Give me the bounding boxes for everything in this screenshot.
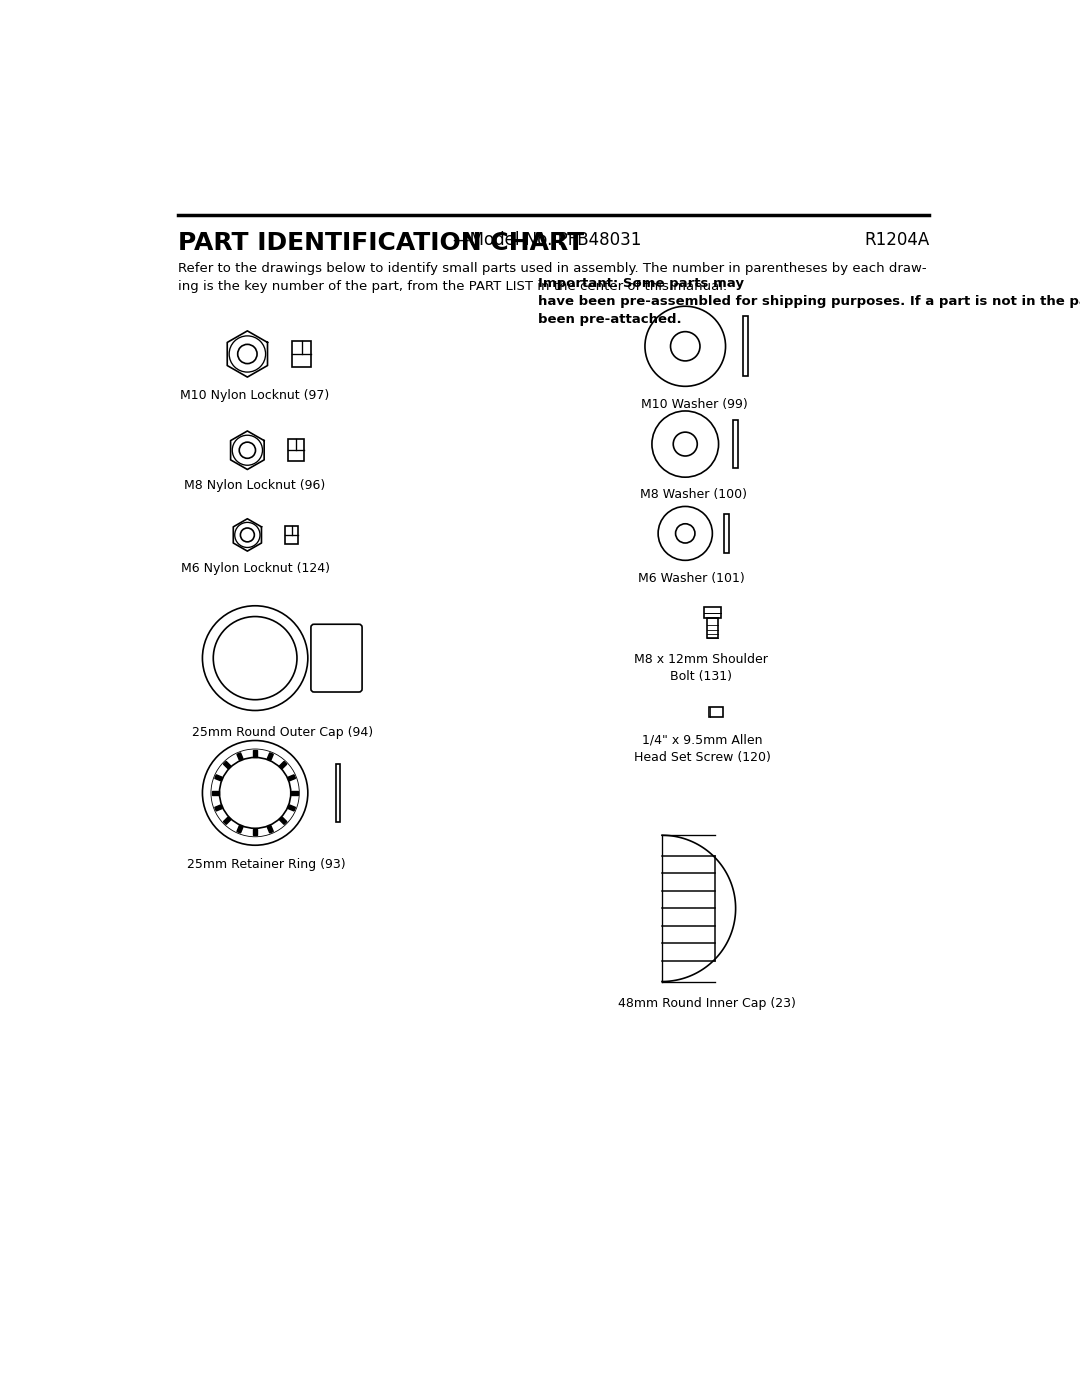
Polygon shape xyxy=(253,750,257,757)
Text: Refer to the drawings below to identify small parts used in assembly. The number: Refer to the drawings below to identify … xyxy=(177,261,927,292)
Bar xyxy=(724,514,729,553)
Polygon shape xyxy=(288,775,296,781)
Bar xyxy=(285,527,298,543)
Polygon shape xyxy=(215,775,222,781)
Text: M10 Nylon Locknut (97): M10 Nylon Locknut (97) xyxy=(180,388,329,401)
Polygon shape xyxy=(237,753,243,760)
Bar xyxy=(704,608,720,617)
Text: 48mm Round Inner Cap (23): 48mm Round Inner Cap (23) xyxy=(618,997,796,1010)
Bar xyxy=(733,420,739,468)
Text: M8 Nylon Locknut (96): M8 Nylon Locknut (96) xyxy=(185,479,326,493)
Text: M10 Washer (99): M10 Washer (99) xyxy=(642,398,748,411)
Text: PART IDENTIFICATION CHART: PART IDENTIFICATION CHART xyxy=(177,231,584,254)
Bar xyxy=(336,764,340,821)
Polygon shape xyxy=(288,805,296,810)
Bar xyxy=(288,440,303,461)
Polygon shape xyxy=(267,753,273,760)
Polygon shape xyxy=(253,828,257,835)
Text: 1/4" x 9.5mm Allen
Head Set Screw (120): 1/4" x 9.5mm Allen Head Set Screw (120) xyxy=(634,733,771,764)
Text: R1204A: R1204A xyxy=(864,231,930,249)
Polygon shape xyxy=(237,826,243,833)
Polygon shape xyxy=(224,817,231,824)
Text: 25mm Retainer Ring (93): 25mm Retainer Ring (93) xyxy=(188,858,346,872)
Bar xyxy=(293,341,311,367)
Polygon shape xyxy=(280,761,287,768)
Text: M6 Washer (101): M6 Washer (101) xyxy=(638,571,745,585)
Text: 25mm Round Outer Cap (94): 25mm Round Outer Cap (94) xyxy=(191,726,373,739)
Bar xyxy=(743,316,748,376)
Text: Important: Some parts may
have been pre-assembled for shipping purposes. If a pa: Important: Some parts may have been pre-… xyxy=(538,277,1080,326)
Text: —Model No. PFB48031: —Model No. PFB48031 xyxy=(453,231,642,249)
Polygon shape xyxy=(280,817,287,824)
Polygon shape xyxy=(224,761,231,768)
Polygon shape xyxy=(213,791,219,795)
Text: M8 Washer (100): M8 Washer (100) xyxy=(639,488,746,502)
Polygon shape xyxy=(215,805,222,810)
Polygon shape xyxy=(267,826,273,833)
Text: M6 Nylon Locknut (124): M6 Nylon Locknut (124) xyxy=(180,562,329,576)
Bar xyxy=(706,617,718,638)
Text: M8 x 12mm Shoulder
Bolt (131): M8 x 12mm Shoulder Bolt (131) xyxy=(634,652,768,683)
Polygon shape xyxy=(292,791,298,795)
Bar xyxy=(710,707,724,718)
